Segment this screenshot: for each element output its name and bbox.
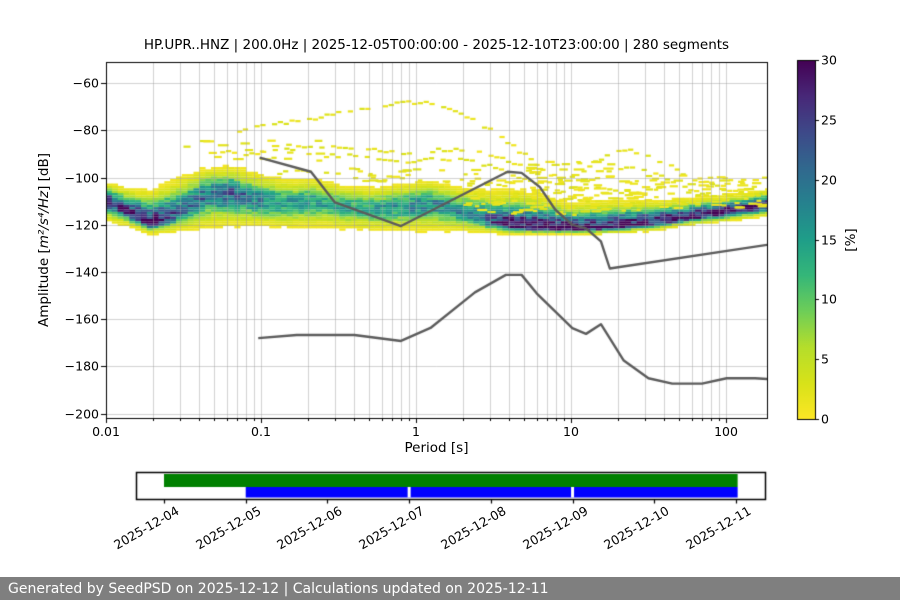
y-tick-label: −100 [64, 170, 99, 186]
x-tick-label: 0.01 [92, 424, 120, 439]
colorbar-label: [%] [843, 228, 859, 252]
y-tick-label: −60 [72, 75, 99, 91]
colorbar-tick-label: 0 [821, 411, 829, 427]
colorbar-tick-label: 10 [821, 291, 837, 307]
status-text: Generated by SeedPSD on 2025-12-12 | Cal… [8, 580, 549, 597]
colorbar-tick-label: 20 [821, 172, 837, 188]
colorbar-tick-label: 5 [821, 351, 829, 367]
y-tick-label: −140 [64, 264, 99, 280]
colorbar-tick-label: 25 [821, 112, 837, 128]
x-tick-label: 1 [412, 424, 420, 439]
colorbar-tick-label: 15 [821, 232, 837, 247]
x-tick-label: 10 [563, 424, 579, 439]
x-tick-label: 0.1 [251, 424, 271, 439]
plot-title: HP.UPR..HNZ | 200.0Hz | 2025-12-05T00:00… [143, 37, 730, 53]
y-tick-label: −80 [72, 122, 99, 138]
x-axis-label: Period [s] [404, 440, 469, 456]
x-tick-label: 100 [714, 424, 738, 439]
colorbar-tick-label: 30 [821, 52, 837, 68]
y-tick-label: −200 [64, 406, 99, 422]
status-bar: Generated by SeedPSD on 2025-12-12 | Cal… [0, 577, 900, 600]
y-tick-label: −160 [64, 311, 99, 327]
y-tick-label: −180 [64, 358, 99, 374]
y-tick-label: −120 [64, 217, 99, 233]
